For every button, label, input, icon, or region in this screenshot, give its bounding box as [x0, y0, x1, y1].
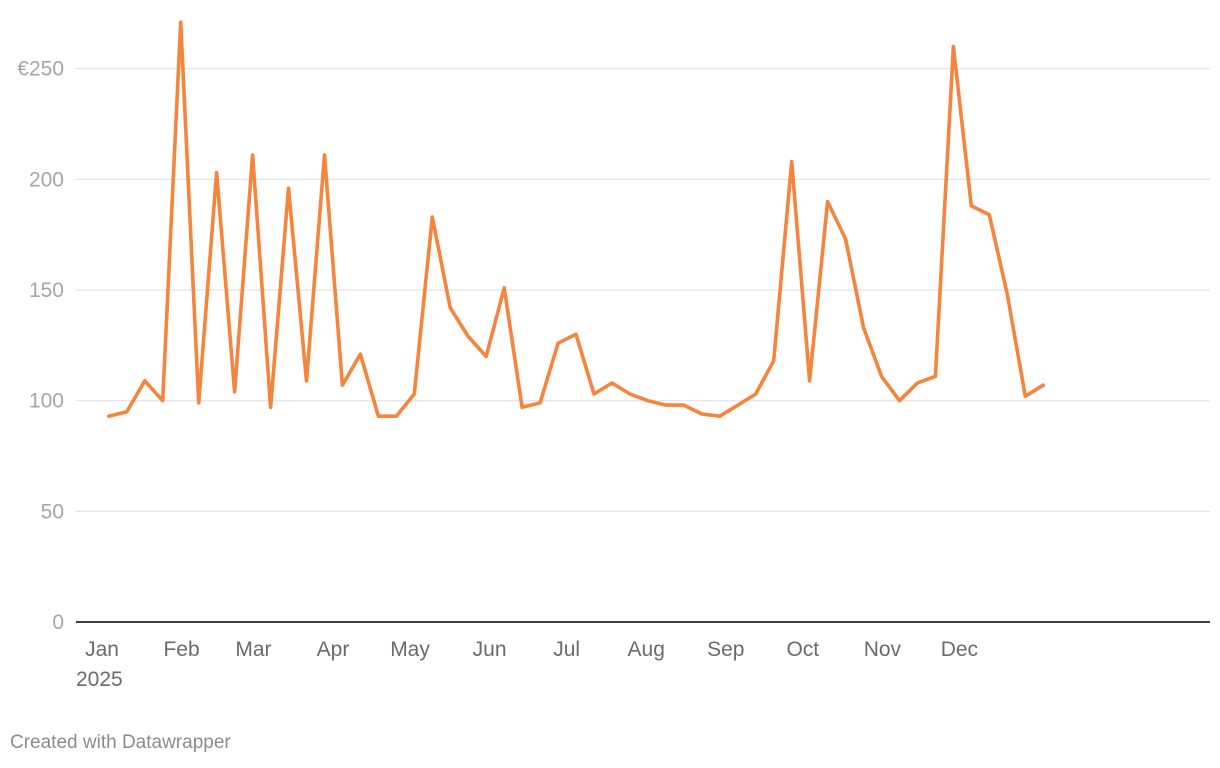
x-tick-label-jun: Jun [473, 638, 507, 661]
data-point [718, 414, 722, 418]
x-axis-year-label: 2025 [76, 668, 123, 691]
series-line-0 [107, 20, 1045, 418]
data-point [161, 399, 165, 403]
y-tick-label-50: 50 [41, 500, 64, 523]
data-point [125, 410, 129, 414]
data-point [305, 379, 308, 383]
data-point [808, 379, 812, 383]
data-point [520, 405, 524, 409]
x-tick-label-mar: Mar [235, 638, 271, 661]
data-point [107, 414, 111, 418]
data-point [269, 405, 273, 409]
x-tick-label-feb: Feb [163, 638, 199, 661]
data-point [682, 403, 686, 407]
data-point [251, 153, 255, 157]
data-point [143, 379, 147, 383]
data-point [592, 392, 596, 396]
y-tick-label-200: 200 [29, 168, 64, 191]
y-tick-label-100: 100 [29, 390, 64, 413]
y-tick-label-250: €250 [17, 58, 64, 81]
data-point [215, 171, 219, 175]
data-point [1023, 394, 1027, 398]
y-tick-label-0: 0 [52, 611, 64, 634]
data-point [448, 306, 452, 310]
x-tick-label-may: May [390, 638, 430, 661]
data-point [466, 335, 470, 338]
x-tick-label-dec: Dec [941, 638, 978, 661]
data-point [376, 414, 380, 418]
data-point [772, 359, 776, 363]
x-tick-label-nov: Nov [864, 638, 902, 661]
data-point [412, 392, 416, 396]
x-tick-label-apr: Apr [317, 638, 350, 661]
data-point [628, 392, 632, 396]
y-axis-tick-labels: 0 50 100 150 200 €250 [17, 58, 64, 634]
data-point [664, 403, 668, 407]
data-point [915, 381, 919, 385]
data-point [862, 326, 865, 330]
data-point [880, 374, 883, 378]
data-point [394, 414, 398, 418]
data-point [736, 403, 740, 407]
data-point [969, 204, 973, 208]
data-point [933, 374, 937, 378]
data-point [538, 401, 542, 405]
line-chart: 0 50 100 150 200 €250 Jan Feb Mar Apr May Jun Jul Au… [17, 20, 1210, 691]
data-point [179, 20, 183, 24]
data-point [340, 383, 344, 387]
data-point [754, 392, 758, 396]
data-point [610, 381, 614, 385]
data-point [844, 237, 848, 241]
data-point [358, 352, 362, 356]
x-tick-label-sep: Sep [707, 638, 744, 661]
data-point [987, 213, 991, 217]
data-point [700, 412, 704, 416]
data-point [574, 332, 578, 336]
data-point [197, 401, 201, 405]
y-tick-label-150: 150 [29, 279, 64, 302]
x-tick-label-aug: Aug [628, 638, 665, 661]
data-point [430, 215, 434, 219]
data-point [556, 341, 560, 345]
data-point [790, 160, 794, 164]
x-tick-label-oct: Oct [786, 638, 819, 661]
data-point [323, 153, 326, 157]
x-tick-label-jan: Jan [85, 638, 119, 661]
data-point [646, 399, 650, 403]
data-point [1041, 383, 1045, 387]
data-point [1005, 292, 1009, 296]
data-point [898, 399, 901, 403]
data-point [826, 200, 830, 203]
data-point [951, 45, 955, 49]
footer-credit: Created with Datawrapper [10, 732, 231, 753]
data-point [233, 390, 237, 394]
x-axis-tick-labels: Jan Feb Mar Apr May Jun Jul Aug Sep Oct Nov Dec [85, 638, 978, 661]
data-point [502, 286, 506, 290]
gridlines [76, 68, 1210, 512]
data-point [484, 354, 488, 358]
data-point [287, 186, 290, 190]
x-tick-label-jul: Jul [553, 638, 580, 661]
series-layer [107, 20, 1045, 418]
